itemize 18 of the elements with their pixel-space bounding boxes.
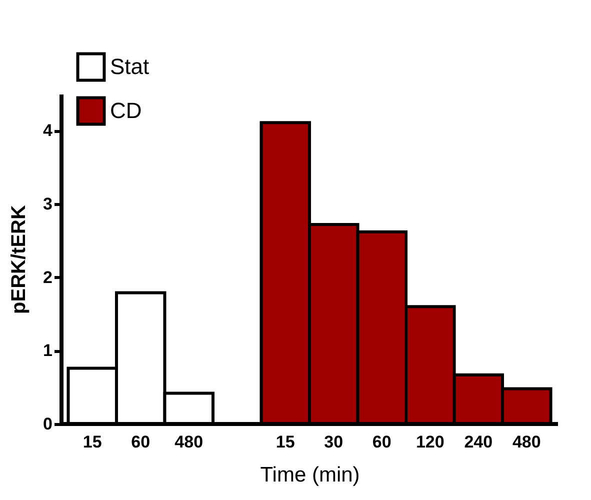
x-tick-label: 60 [131,432,150,452]
legend-label: CD [110,98,142,123]
y-tick-label: 2 [43,268,52,287]
x-tick-label: 480 [174,432,204,452]
x-tick-label: 30 [324,432,344,452]
y-tick-label: 0 [43,414,52,434]
y-tick-label: 3 [43,194,52,214]
x-tick-label: 120 [416,432,444,452]
x-tick-label: 240 [464,432,493,452]
y-tick-label: 1 [43,341,52,360]
x-tick-label: 15 [82,432,102,452]
y-tick-label: 4 [43,121,54,140]
legend-label: Stat [110,54,150,79]
x-tick-label: 60 [372,432,392,452]
y-axis-title: pERK/tERK [8,204,30,314]
x-axis-title: Time (min) [260,464,360,486]
x-tick-label: 480 [512,432,541,452]
x-tick-label: 15 [276,432,295,452]
